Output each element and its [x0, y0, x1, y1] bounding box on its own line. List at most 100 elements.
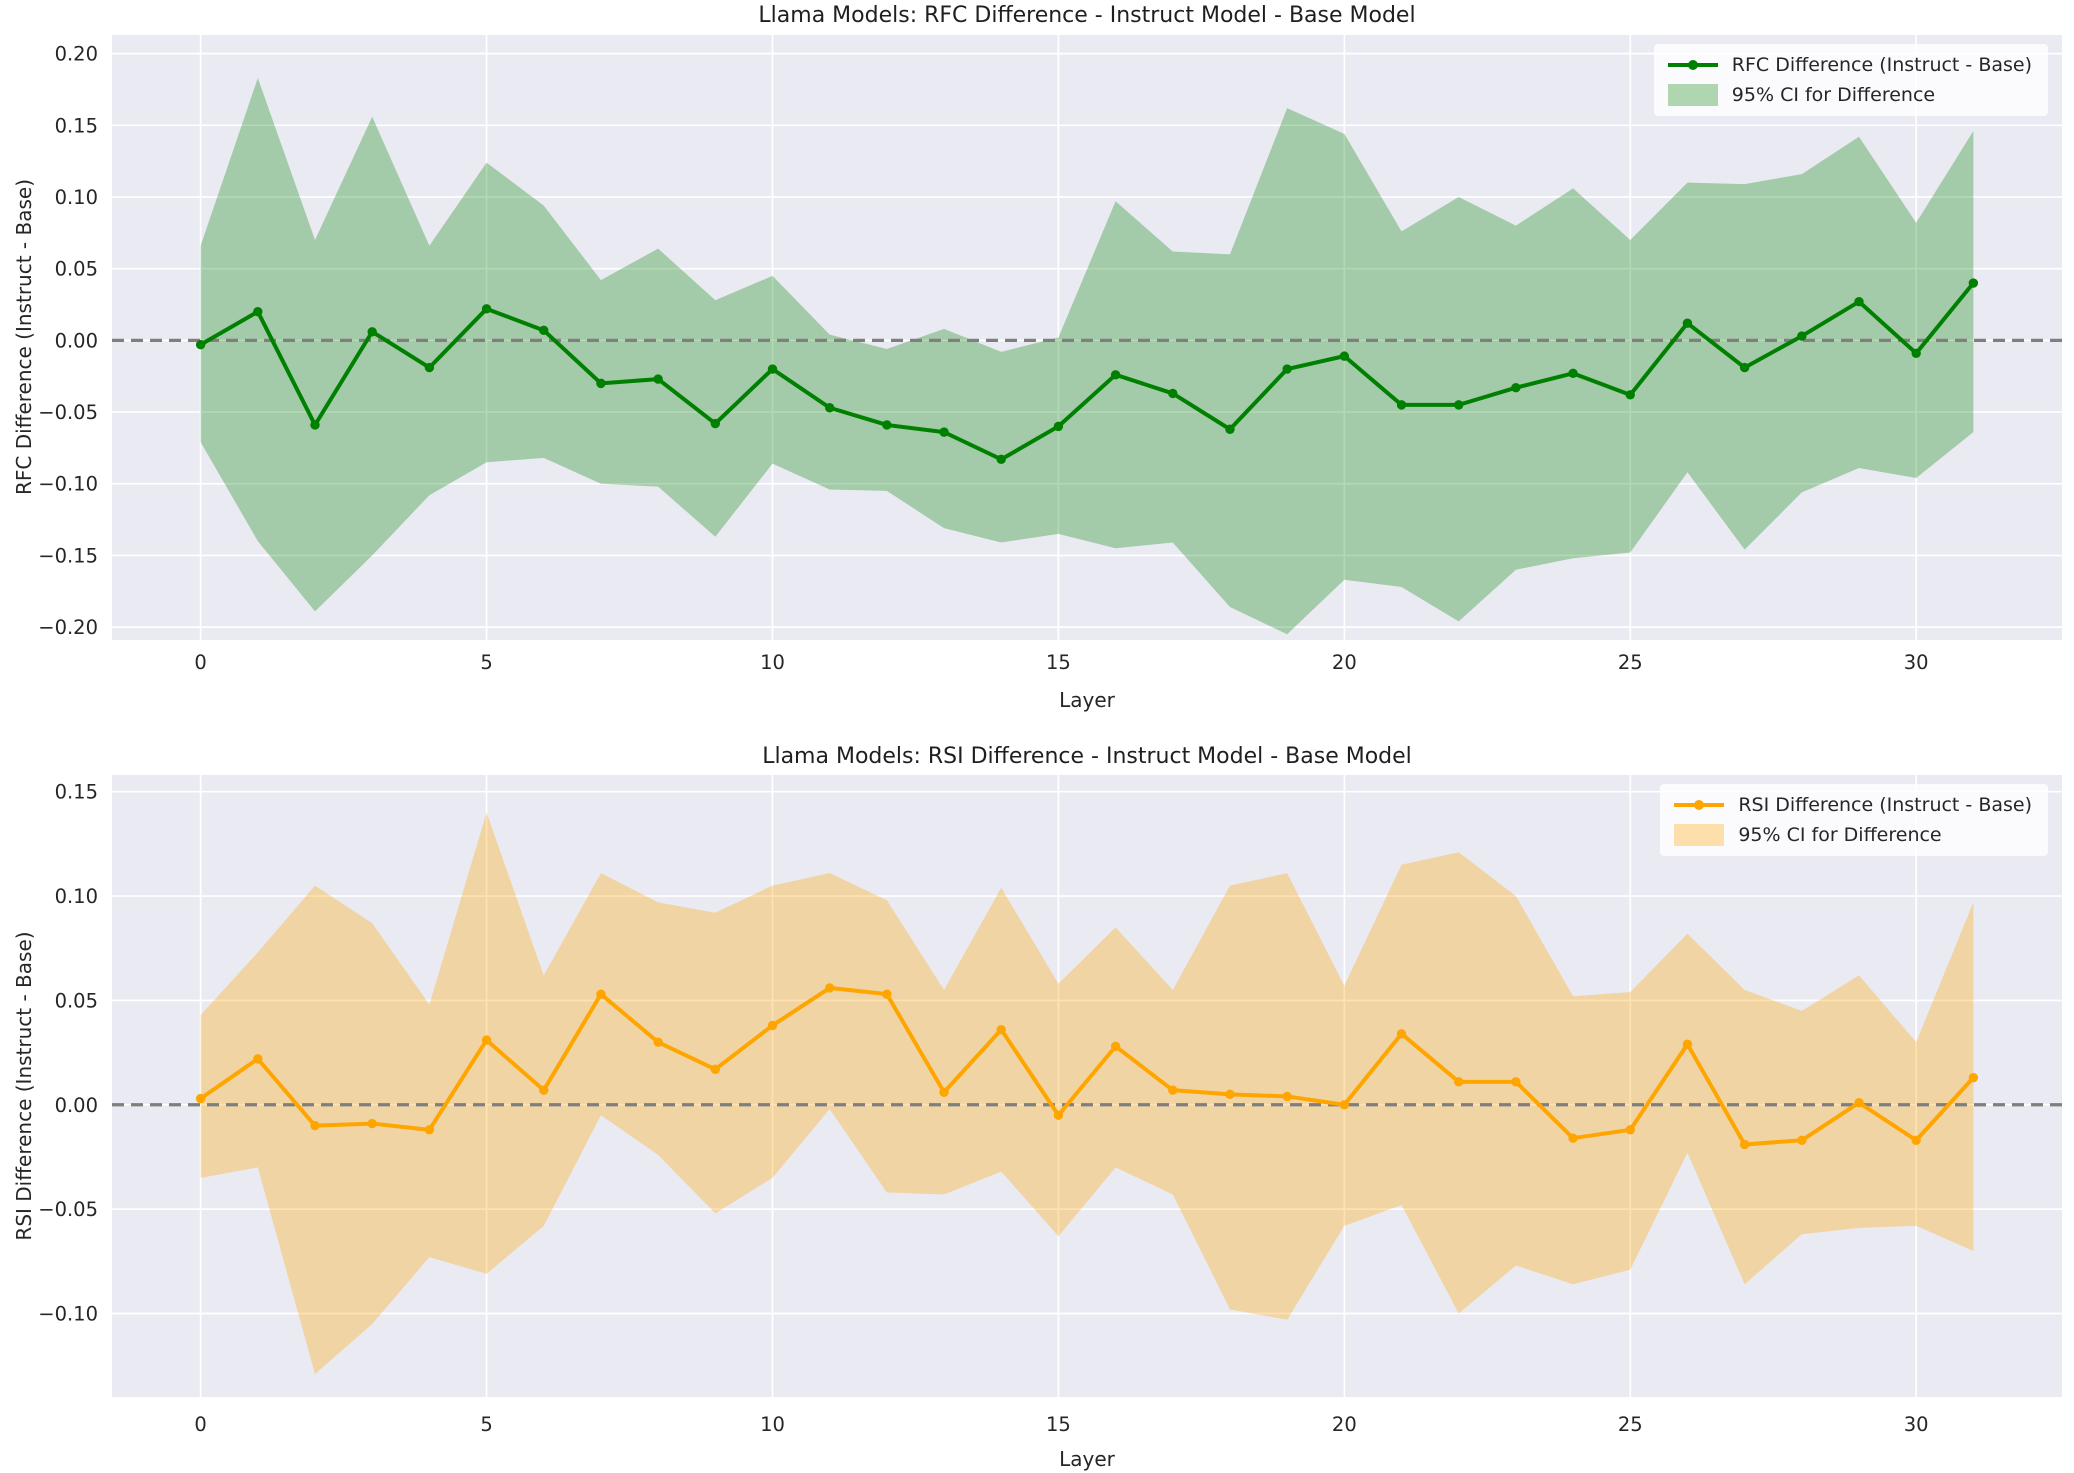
y-tick-label: 0.05: [55, 989, 98, 1012]
y-tick-label: −0.10: [38, 473, 98, 496]
data-point: [1454, 1077, 1464, 1087]
rsi-legend-line-entry: RSI Difference (Instruct - Base): [1674, 794, 2032, 816]
y-tick-label: −0.20: [38, 616, 98, 639]
y-tick-label: −0.05: [38, 1198, 98, 1221]
data-point: [1396, 1029, 1407, 1039]
data-point: [767, 1020, 778, 1031]
band-swatch-icon: [1667, 84, 1718, 106]
line-swatch-icon: [1667, 60, 1718, 70]
x-tick-label: 20: [1332, 651, 1357, 674]
data-point: [1339, 351, 1350, 361]
y-tick-label: −0.05: [38, 401, 98, 424]
y-tick-label: 0.15: [55, 114, 98, 137]
x-tick-label: 5: [480, 1413, 492, 1436]
y-tick-label: 0.10: [55, 186, 98, 209]
y-tick-label: 0.20: [55, 43, 98, 66]
data-point: [195, 1093, 206, 1104]
data-point: [596, 378, 606, 389]
y-tick-label: −0.15: [38, 544, 98, 567]
rfc-legend-line-entry: RFC Difference (Instruct - Base): [1667, 54, 2032, 76]
data-point: [1682, 1039, 1693, 1049]
data-point: [1682, 318, 1693, 328]
x-tick-label: 30: [1904, 651, 1929, 674]
x-tick-label: 25: [1618, 651, 1643, 674]
y-tick-label: 0.15: [55, 781, 98, 804]
data-point: [824, 403, 835, 413]
rsi-legend-band-label: 95% CI for Difference: [1738, 824, 1942, 846]
x-tick-label: 20: [1332, 1413, 1357, 1436]
data-point: [310, 1120, 320, 1131]
data-point: [481, 1035, 492, 1045]
data-point: [1568, 1133, 1578, 1143]
data-point: [767, 364, 778, 374]
rsi-chart-title: Llama Models: RSI Difference - Instruct …: [762, 744, 1412, 769]
data-point: [481, 304, 492, 314]
data-point: [539, 325, 549, 336]
x-tick-label: 5: [480, 651, 492, 674]
data-point: [824, 983, 835, 993]
data-point: [1797, 1135, 1807, 1145]
data-point: [1968, 278, 1979, 288]
data-point: [1282, 364, 1292, 374]
data-point: [1282, 1091, 1292, 1102]
data-point: [1739, 362, 1750, 373]
data-point: [195, 339, 206, 350]
line-swatch-icon: [1674, 800, 1725, 810]
rfc-legend-line-label: RFC Difference (Instruct - Base): [1731, 54, 2032, 76]
data-point: [1968, 1072, 1979, 1083]
data-point: [1625, 390, 1635, 400]
data-point: [1110, 370, 1121, 380]
data-point: [1625, 1125, 1635, 1135]
data-point: [1168, 388, 1178, 399]
rsi-legend-band-entry: 95% CI for Difference: [1674, 824, 2032, 846]
x-tick-label: 25: [1618, 1413, 1643, 1436]
data-point: [253, 1054, 263, 1064]
x-tick-label: 30: [1904, 1413, 1929, 1436]
data-point: [939, 1087, 949, 1097]
x-tick-label: 15: [1046, 651, 1071, 674]
data-point: [1511, 1077, 1521, 1087]
rsi-legend-line-label: RSI Difference (Instruct - Base): [1738, 794, 2032, 816]
data-line: [199, 985, 1975, 1147]
y-tick-label: 0.00: [55, 1094, 98, 1117]
x-tick-label: 15: [1046, 1413, 1071, 1436]
data-point: [996, 454, 1006, 465]
data-point: [367, 1118, 377, 1129]
data-point: [1168, 1085, 1178, 1095]
rfc-legend: RFC Difference (Instruct - Base) 95% CI …: [1653, 44, 2048, 116]
data-point: [996, 1024, 1006, 1035]
rfc-y-axis-label: RFC Difference (Instruct - Base): [12, 179, 36, 495]
rfc-x-axis-label: Layer: [1059, 688, 1115, 712]
band-swatch-icon: [1674, 824, 1725, 846]
data-point: [1053, 421, 1064, 432]
rfc-legend-band-label: 95% CI for Difference: [1731, 84, 1936, 106]
data-point: [1396, 400, 1407, 410]
x-tick-label: 10: [760, 651, 785, 674]
data-point: [1339, 1100, 1350, 1110]
data-line: [199, 281, 1975, 462]
y-tick-label: 0.10: [55, 885, 98, 908]
data-point: [310, 420, 320, 430]
data-point: [596, 989, 606, 999]
ci-band: [200, 812, 1974, 1375]
x-tick-label: 0: [194, 651, 206, 674]
data-point: [1739, 1139, 1750, 1150]
y-tick-label: −0.10: [38, 1303, 98, 1326]
plot-background: [112, 35, 2062, 640]
x-tick-label: 10: [760, 1413, 785, 1436]
data-point: [1110, 1041, 1121, 1052]
data-point: [1854, 1097, 1864, 1108]
data-point: [424, 1125, 435, 1135]
data-point: [1225, 424, 1235, 434]
data-point: [710, 1064, 720, 1075]
rfc-chart-title: Llama Models: RFC Difference - Instruct …: [758, 3, 1416, 28]
data-point: [1854, 296, 1864, 307]
rsi-x-axis-label: Layer: [1059, 1447, 1115, 1471]
data-point: [882, 420, 892, 430]
data-point: [367, 327, 377, 337]
y-tick-label: 0.05: [55, 258, 98, 281]
data-point: [710, 418, 720, 429]
data-point: [882, 989, 892, 999]
